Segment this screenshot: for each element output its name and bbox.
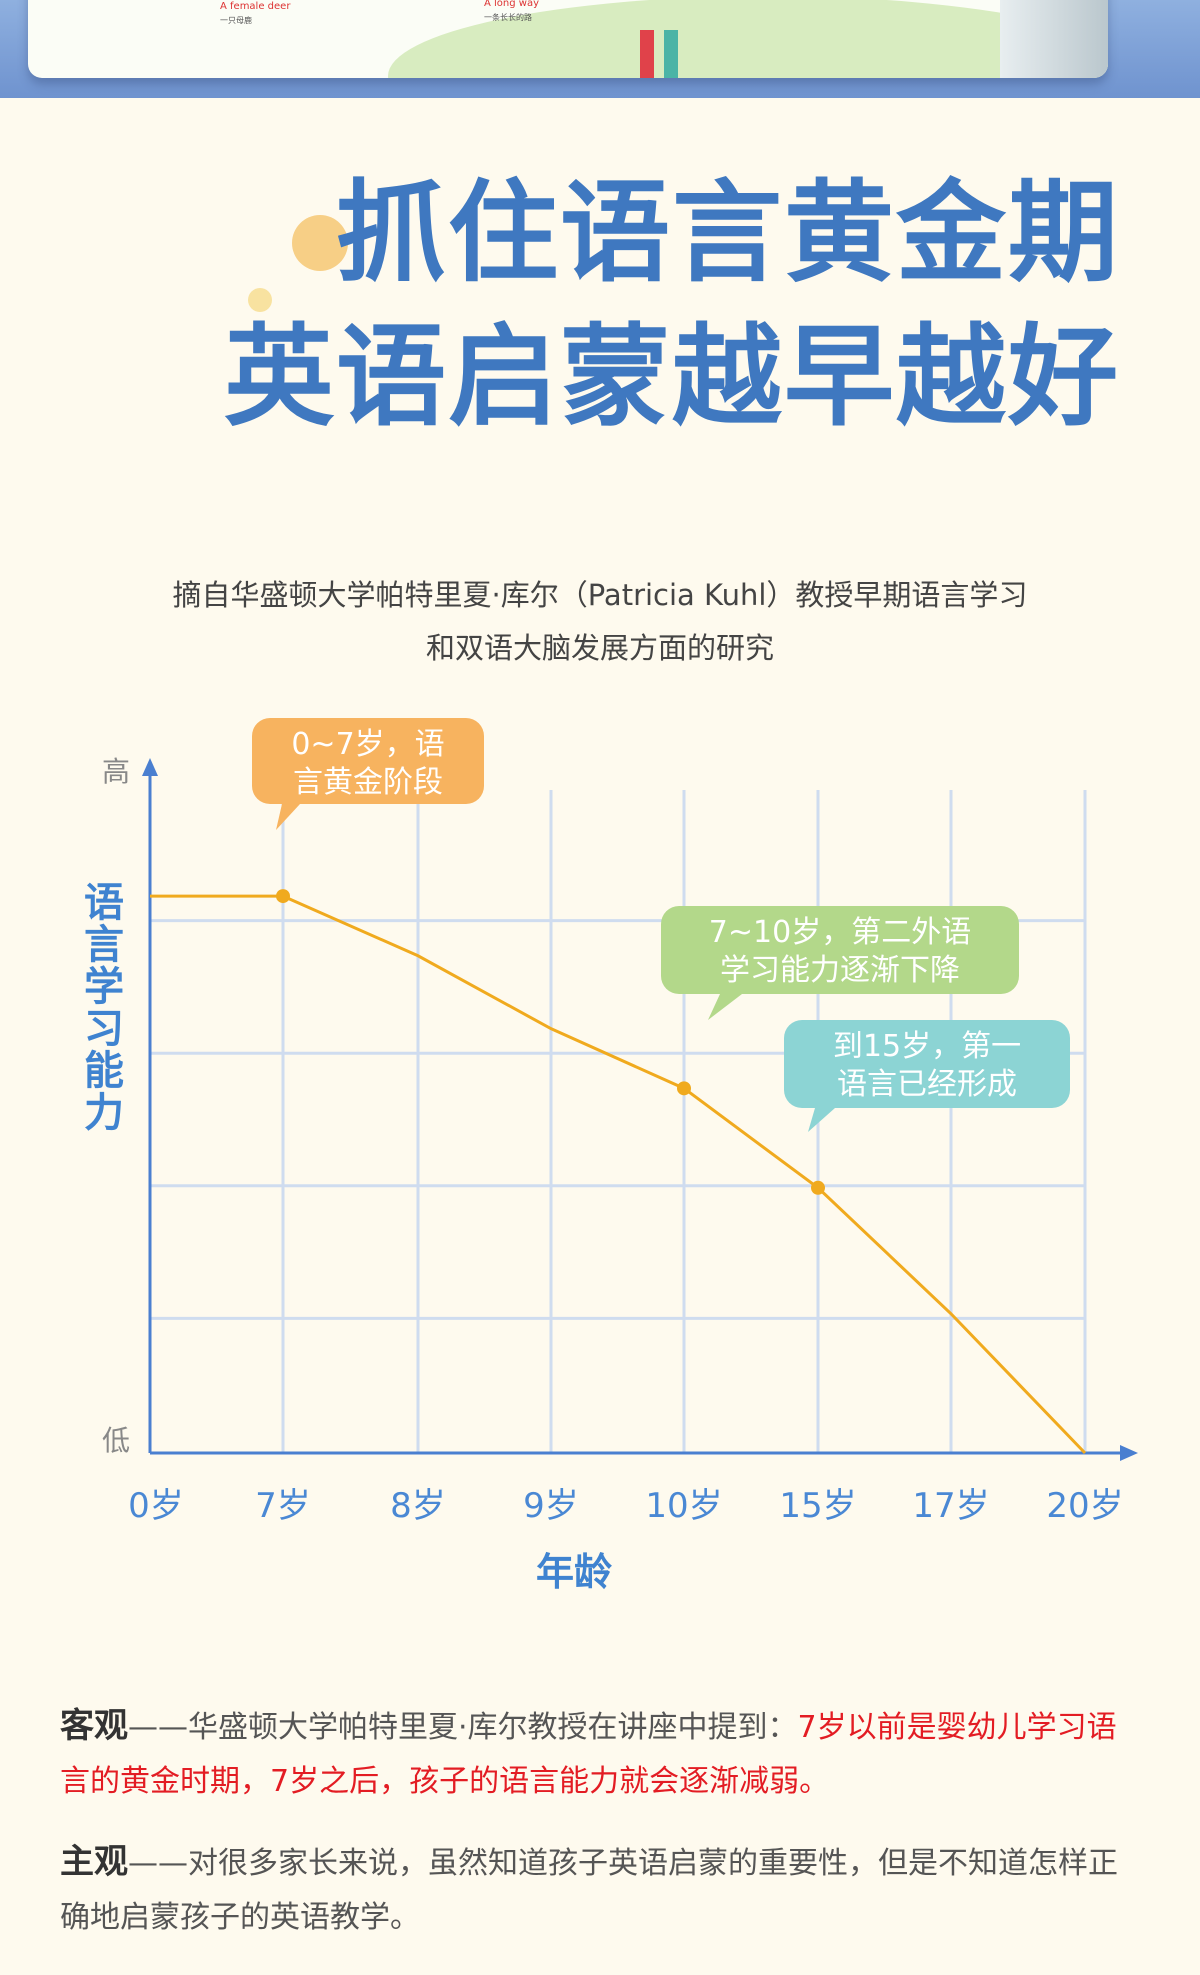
bookmark-red <box>640 30 654 78</box>
y-low-label: 低 <box>102 1424 130 1457</box>
data-point <box>276 889 290 904</box>
callout-text: 语言已经形成 <box>837 1067 1017 1102</box>
objective-text: 华盛顿大学帕特里夏·库尔教授在讲座中提到： <box>188 1710 798 1745</box>
callout-text: 学习能力逐渐下降 <box>720 953 960 988</box>
top-banner-image: A female deer 一只母鹿 A long way 一条长长的路 <box>0 0 1200 98</box>
data-point <box>677 1081 691 1096</box>
x-tick-labels: 0岁 7岁 8岁 9岁 10岁 15岁 17岁 20岁 <box>128 1486 1123 1526</box>
x-tick-label: 20岁 <box>1046 1486 1123 1526</box>
callout-text: 言黄金阶段 <box>293 765 443 800</box>
bookmark-teal <box>664 30 678 78</box>
chart-axes <box>142 758 1138 1461</box>
source-line-1: 摘自华盛顿大学帕特里夏·库尔（Patricia Kuhl）教授早期语言学习 <box>172 578 1028 612</box>
x-tick-label: 17岁 <box>912 1486 989 1526</box>
objective-highlight: 7岁以前是婴幼儿学习语言的黄金时期，7岁之后，孩子的语言能力就会逐渐减弱。 <box>60 1710 1117 1799</box>
callouts: 0~7岁，语言黄金阶段7~10岁，第二外语学习能力逐渐下降到15岁，第一语言已经… <box>252 718 1070 1132</box>
y-axis-arrow <box>142 758 158 776</box>
series-line <box>150 894 1087 1455</box>
objective-label: 客观 <box>60 1706 128 1746</box>
source-line-2: 和双语大脑发展方面的研究 <box>425 631 774 665</box>
objective-dash: —— <box>128 1710 188 1745</box>
book-illustration: A female deer 一只母鹿 A long way 一条长长的路 <box>28 0 1108 78</box>
book-caption-left: A female deer <box>220 1 291 12</box>
subjective-label: 主观 <box>60 1842 128 1882</box>
x-axis-arrow <box>1120 1445 1138 1461</box>
x-tick-label: 9岁 <box>523 1486 579 1526</box>
language-ability-chart: 高 低 语言学习能力 0岁 7岁 8岁 9岁 10岁 15岁 17岁 20岁 年龄 0~7岁，… <box>77 718 1138 1594</box>
callout-text: 7~10岁，第二外语 <box>709 915 971 950</box>
subjective-dash: —— <box>128 1846 188 1881</box>
x-tick-label: 7岁 <box>255 1486 311 1526</box>
y-high-label: 高 <box>102 755 130 788</box>
callout-text: 到15岁，第一 <box>833 1029 1021 1064</box>
headline-line-1: 抓住语言黄金期 <box>336 169 1120 297</box>
x-tick-label: 8岁 <box>390 1486 446 1526</box>
y-axis-title: 语言学习能力 <box>77 881 124 1133</box>
book-caption-right: A long way <box>484 0 540 9</box>
x-tick-label: 10岁 <box>645 1486 722 1526</box>
data-point <box>811 1180 825 1195</box>
chart-grid <box>150 790 1087 1453</box>
x-axis-title: 年龄 <box>536 1550 612 1594</box>
book-caption-right-cn: 一条长长的路 <box>484 13 532 22</box>
headline-line-2: 英语启蒙越早越好 <box>224 313 1120 441</box>
objective-paragraph: 客观——华盛顿大学帕特里夏·库尔教授在讲座中提到：7岁以前是婴幼儿学习语言的黄金… <box>60 1699 1140 1809</box>
decor-circle-yellow <box>248 288 272 312</box>
decor-circle-orange <box>292 215 348 271</box>
book-caption-left-cn: 一只母鹿 <box>220 16 252 25</box>
subjective-paragraph: 主观——对很多家长来说，虽然知道孩子英语启蒙的重要性，但是不知道怎样正确地启蒙孩… <box>60 1835 1140 1945</box>
subjective-text: 对很多家长来说，虽然知道孩子英语启蒙的重要性，但是不知道怎样正确地启蒙孩子的英语… <box>60 1846 1118 1935</box>
x-tick-label: 0岁 <box>128 1486 184 1526</box>
x-tick-label: 15岁 <box>779 1486 856 1526</box>
book-spine <box>1000 0 1108 78</box>
callout-text: 0~7岁，语 <box>291 727 444 762</box>
data-points <box>276 889 825 1195</box>
